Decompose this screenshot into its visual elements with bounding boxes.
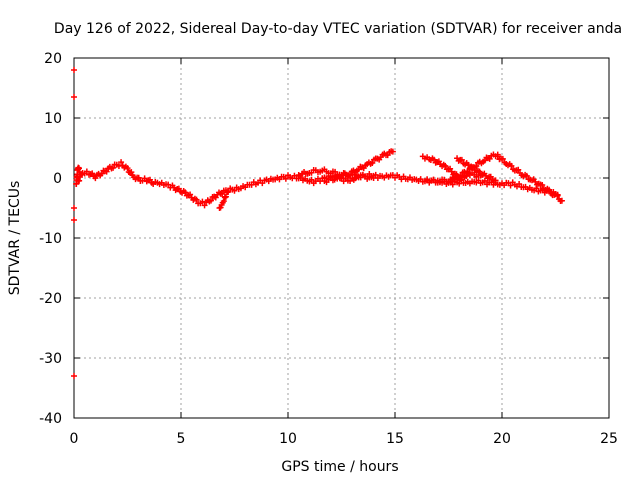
y-tick-label: 0 xyxy=(53,171,62,187)
data-point xyxy=(492,177,499,184)
data-point xyxy=(515,166,522,173)
y-tick-label: -10 xyxy=(39,231,62,247)
x-tick-label: 15 xyxy=(386,431,404,447)
x-axis: 0 5 10 15 20 25 xyxy=(70,58,618,447)
data-point xyxy=(219,190,226,197)
data-point xyxy=(124,165,131,172)
data-point xyxy=(220,198,227,205)
data-point xyxy=(175,185,182,192)
data-series xyxy=(71,67,565,379)
data-point xyxy=(92,175,99,182)
x-tick-label: 10 xyxy=(279,431,297,447)
data-point xyxy=(533,185,540,192)
data-point xyxy=(135,174,142,181)
data-point xyxy=(486,155,493,162)
x-tick-label: 25 xyxy=(600,431,618,447)
series-afternoon-branch-6-8-7-3 xyxy=(216,188,232,211)
series-left-edge-ticks xyxy=(71,67,77,379)
data-point xyxy=(71,67,77,73)
data-point xyxy=(539,182,546,189)
data-point xyxy=(369,160,376,166)
series-rising-arc-16-5-19 xyxy=(424,170,484,186)
series-morning-spike xyxy=(73,164,83,187)
x-axis-label: GPS time / hours xyxy=(281,459,398,475)
data-point xyxy=(442,162,449,169)
data-point xyxy=(71,373,77,379)
y-tick-label: 20 xyxy=(44,51,62,67)
data-point xyxy=(71,217,77,223)
data-point xyxy=(221,194,228,201)
data-point xyxy=(224,189,231,196)
data-point xyxy=(499,155,506,162)
y-axis-label: SDTVAR / TECUs xyxy=(7,181,23,296)
y-axis: -40 -30 -20 -10 0 10 20 xyxy=(39,51,609,427)
series-descending-arc-19-8-22-8 xyxy=(494,153,565,204)
data-point xyxy=(141,175,148,182)
data-point xyxy=(458,156,465,163)
data-point xyxy=(225,188,232,195)
data-point xyxy=(83,168,90,175)
data-point xyxy=(487,173,494,180)
data-point xyxy=(547,188,554,195)
data-point xyxy=(193,196,200,203)
data-point xyxy=(477,172,484,179)
data-point xyxy=(282,175,289,182)
data-point xyxy=(71,205,77,211)
data-point xyxy=(128,169,135,176)
data-point xyxy=(231,187,238,194)
x-tick-label: 0 xyxy=(70,431,79,447)
data-point xyxy=(71,94,77,100)
series-crossing-arc-10-5-14 xyxy=(295,166,377,182)
data-point xyxy=(187,191,194,198)
data-point xyxy=(165,181,172,188)
data-point xyxy=(201,202,208,209)
series-main-trace xyxy=(75,159,561,209)
data-point xyxy=(110,164,117,171)
y-tick-label: -40 xyxy=(39,411,62,427)
data-point xyxy=(98,170,105,177)
data-point xyxy=(507,182,514,189)
data-point xyxy=(384,152,391,159)
data-point xyxy=(508,162,515,169)
data-point xyxy=(118,159,125,166)
x-tick-label: 20 xyxy=(493,431,511,447)
y-tick-label: 10 xyxy=(44,111,62,127)
data-point xyxy=(222,193,229,200)
y-tick-label: -20 xyxy=(39,291,62,307)
data-point xyxy=(473,163,480,170)
data-point xyxy=(516,181,523,188)
data-point xyxy=(431,156,438,163)
data-point xyxy=(308,176,315,183)
data-point xyxy=(207,197,214,204)
y-tick-label: -30 xyxy=(39,351,62,367)
data-point xyxy=(182,189,189,196)
data-point xyxy=(103,168,110,175)
data-point xyxy=(389,148,396,155)
chart-title: Day 126 of 2022, Sidereal Day-to-day VTE… xyxy=(54,21,622,37)
data-point xyxy=(76,169,83,175)
data-point xyxy=(554,192,561,199)
data-point xyxy=(523,172,530,179)
data-point xyxy=(476,168,483,175)
x-tick-label: 5 xyxy=(177,431,186,447)
data-point xyxy=(370,175,377,181)
grid xyxy=(74,58,609,418)
data-point xyxy=(372,171,379,178)
data-point xyxy=(558,197,565,204)
